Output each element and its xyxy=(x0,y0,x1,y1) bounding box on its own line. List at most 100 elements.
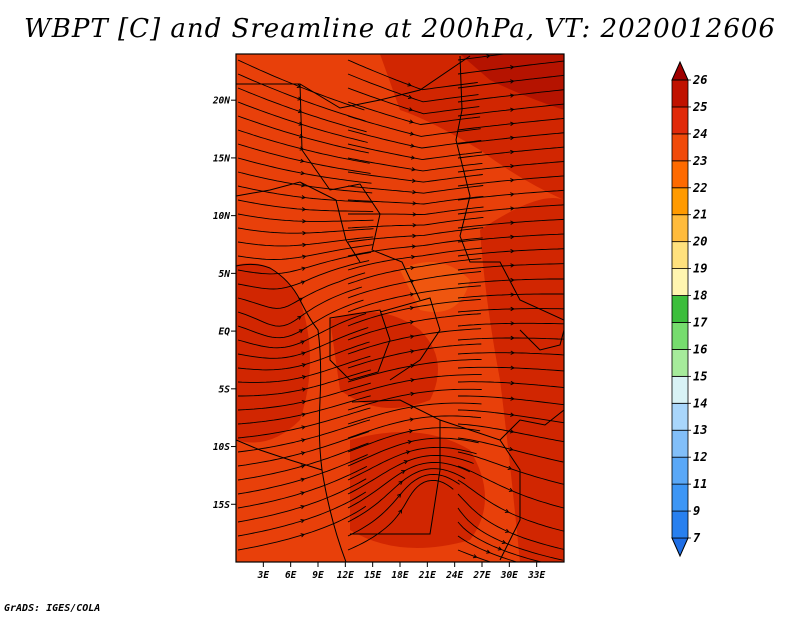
streamline-arrow xyxy=(412,233,417,239)
streamline-arrow xyxy=(510,263,515,268)
colorbar-box xyxy=(671,456,689,485)
colorbar-box xyxy=(671,133,689,162)
streamline xyxy=(457,535,519,562)
streamline-arrow xyxy=(300,280,306,285)
streamline-arrow xyxy=(300,464,306,469)
streamline-arrow xyxy=(505,528,510,533)
streamline-arrow xyxy=(497,546,503,551)
colorbar-box xyxy=(671,214,689,243)
streamline-arrow xyxy=(510,335,515,341)
colorbar-box xyxy=(671,79,689,108)
streamline-arrow xyxy=(510,396,515,401)
border-line xyxy=(236,263,347,562)
streamline-arrow xyxy=(510,365,515,370)
colorbar-label: 19 xyxy=(693,262,707,276)
streamline-arrow xyxy=(298,297,304,302)
streamline-arrow xyxy=(299,146,305,151)
streamline-arrow xyxy=(411,178,417,183)
colorbar-label: 12 xyxy=(693,450,707,464)
field-warm-west xyxy=(236,263,310,443)
colorbar-box xyxy=(671,106,689,135)
streamline-arrow xyxy=(301,195,306,200)
streamline-arrow xyxy=(300,505,305,510)
streamline-arrow xyxy=(410,155,416,160)
streamline-arrow xyxy=(411,167,416,172)
colorbar-label: 25 xyxy=(692,100,707,114)
streamline-arrow xyxy=(510,412,515,417)
border-line xyxy=(236,439,323,471)
streamline xyxy=(457,493,564,550)
streamline-arrow xyxy=(298,329,304,334)
streamline-arrow xyxy=(409,305,415,311)
streamlines xyxy=(237,54,564,562)
streamline-arrow xyxy=(401,470,406,475)
streamline-arrow xyxy=(301,351,306,356)
streamline xyxy=(457,278,564,285)
streamline xyxy=(457,293,564,299)
colorbar-box xyxy=(671,322,689,350)
streamline-arrow xyxy=(409,320,415,325)
streamline-arrow xyxy=(472,554,478,559)
streamline-arrow xyxy=(410,378,415,383)
colorbar-label: 13 xyxy=(693,423,707,437)
streamline-arrow xyxy=(501,540,507,545)
streamline-arrow xyxy=(510,121,515,126)
lon-axis: 3E 6E 9E 12E 15E 18E 21E 24E 27E 30E 33E xyxy=(257,562,546,581)
streamline-arrow xyxy=(405,450,411,455)
streamline-arrow xyxy=(398,509,403,514)
streamline xyxy=(457,132,564,145)
lon-tick-label: 6E xyxy=(285,570,297,581)
lat-tick-label: 15S xyxy=(213,500,230,511)
border-line xyxy=(329,309,391,381)
streamline xyxy=(457,161,564,173)
colorbar-label: 24 xyxy=(692,127,707,141)
colorbar-label: 22 xyxy=(692,181,707,195)
streamline xyxy=(458,395,564,406)
border-line xyxy=(236,55,471,109)
streamline-arrow xyxy=(408,107,414,112)
streamline xyxy=(457,233,564,243)
streamline xyxy=(457,248,564,257)
streamline-arrow xyxy=(411,254,416,260)
streamline-arrow xyxy=(300,519,305,524)
lat-tick-label: 5S xyxy=(219,384,231,395)
colorbar-min-triangle xyxy=(671,537,689,558)
streamline xyxy=(457,74,564,89)
lon-tick-label: 3E xyxy=(257,570,270,581)
colorbar-box xyxy=(671,187,689,216)
streamline xyxy=(457,352,564,356)
lon-tick-label: 9E xyxy=(312,570,324,581)
streamline-arrow xyxy=(301,207,307,212)
streamline-arrow xyxy=(412,212,417,217)
streamline xyxy=(457,204,564,215)
field-warm-east xyxy=(480,198,564,562)
lat-tick-label: 10N xyxy=(213,211,230,222)
streamline-arrow xyxy=(510,135,515,141)
streamline xyxy=(457,60,564,75)
streamline-arrow xyxy=(410,143,415,148)
streamline-arrow xyxy=(300,158,305,163)
colorbar-label: 16 xyxy=(693,342,707,356)
colorbar-box xyxy=(671,160,689,189)
colorbar-box xyxy=(671,483,689,512)
streamline-arrow xyxy=(510,206,515,211)
streamline xyxy=(457,308,564,313)
streamline-arrow xyxy=(301,399,307,405)
streamline-arrow xyxy=(300,533,305,538)
streamline-arrow xyxy=(300,170,306,176)
streamline-arrow xyxy=(302,242,307,248)
border-line xyxy=(455,55,564,321)
lon-tick-label: 15E xyxy=(364,570,381,581)
streamline-arrow xyxy=(403,460,409,465)
streamline-arrow xyxy=(407,439,413,445)
streamline-arrow xyxy=(409,334,415,339)
streamline xyxy=(457,521,543,562)
lon-tick-label: 24E xyxy=(445,570,463,581)
colorbar-label: 17 xyxy=(693,315,708,329)
streamline-arrow xyxy=(412,201,417,206)
streamline-arrow xyxy=(301,375,307,380)
streamline-arrow xyxy=(510,65,515,70)
grads-credit: GrADS: IGES/COLA xyxy=(4,603,101,614)
streamline-arrow xyxy=(510,178,515,183)
lon-tick-label: 18E xyxy=(391,570,408,581)
